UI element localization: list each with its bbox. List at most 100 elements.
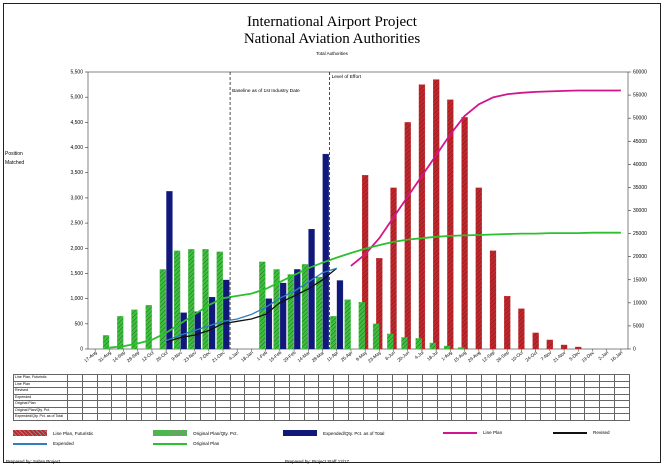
legend-item: Original Plan — [153, 441, 219, 446]
left-tick-label: 4,000 — [70, 145, 83, 151]
legend-item: Line Plan, Futuristic — [13, 430, 93, 436]
legend-swatch — [553, 431, 587, 434]
x-tick-label: 31-Aug — [97, 350, 112, 364]
legend-label: Expended — [53, 441, 74, 446]
x-tick-label: 29-Aug — [467, 350, 482, 364]
x-tick-label: 20-Jun — [396, 350, 410, 363]
legend-swatch — [13, 442, 47, 445]
bar-line-plan-futuristic — [433, 79, 440, 350]
bar-original-plan-qty-pct- — [429, 342, 437, 350]
bar-original-plan-qty-pct- — [173, 250, 181, 350]
x-tick-label: 5-Dec — [568, 349, 581, 361]
x-tick-label: 17-Aug — [83, 350, 98, 364]
table-row: Line Plan, Futuristic — [13, 374, 631, 382]
table-cell — [81, 413, 98, 421]
table-cell — [554, 413, 571, 421]
bar-original-plan-qty-pct- — [145, 305, 152, 350]
legend-item: Revised — [553, 430, 610, 435]
bar-expended-qty-pct-as-of-total — [308, 228, 315, 350]
bar-original-plan-qty-pct- — [358, 302, 365, 350]
bar-expended-qty-pct-as-of-total — [208, 296, 216, 350]
data-table: Line Plan, Futuristic Line Plan Revised Exp… — [13, 374, 631, 421]
bar-expended-qty-pct-as-of-total — [223, 279, 230, 350]
bar-original-plan-qty-pct- — [117, 316, 124, 350]
bar-line-plan-futuristic — [546, 339, 553, 350]
bar-line-plan-futuristic — [461, 117, 468, 350]
table-cell — [259, 413, 275, 421]
table-cell — [111, 413, 128, 421]
x-tick-label: 18-Jan — [240, 350, 254, 363]
chart-sub-subtitle: Total Authorities — [316, 51, 348, 56]
x-tick-label: 19-Dec — [581, 349, 596, 363]
table-cell — [421, 413, 438, 421]
table-cell — [613, 413, 631, 421]
table-cell — [525, 413, 541, 421]
bar-original-plan-qty-pct- — [372, 323, 380, 350]
bar-original-plan-qty-pct- — [344, 299, 351, 350]
chart-title: International Airport Project — [247, 14, 417, 30]
table-row: Expended/Qty. Pct. as of Total — [13, 413, 631, 421]
right-tick-label: 20000 — [633, 254, 647, 260]
table-cell — [495, 413, 512, 421]
bar-line-plan-futuristic — [489, 250, 497, 350]
bar-original-plan-qty-pct- — [443, 345, 451, 350]
bar-original-plan-qty-pct- — [102, 335, 110, 350]
x-tick-label: 29-Feb — [282, 350, 297, 363]
right-tick-label: 5000 — [633, 323, 644, 329]
x-tick-label: 23-Nov — [183, 349, 198, 363]
table-cell — [406, 413, 423, 421]
bar-original-plan-qty-pct- — [458, 347, 465, 350]
table-cell — [436, 413, 453, 421]
legend-label: Revised — [593, 430, 610, 435]
bar-line-plan-futuristic — [404, 122, 411, 350]
left-tick-label: 1,000 — [70, 296, 83, 302]
right-tick-label: 30000 — [633, 208, 647, 214]
left-tick-label: 2,000 — [70, 246, 83, 252]
table-cell — [229, 413, 246, 421]
right-tick-label: 15000 — [633, 277, 647, 283]
x-tick-label: 11-Apr — [326, 350, 340, 363]
legend-item: Original Plan/Qty. Pct. — [153, 430, 238, 436]
x-tick-label: 14-Mar — [297, 350, 312, 363]
x-tick-label: 16-Jan — [610, 350, 624, 363]
bar-original-plan-qty-pct- — [316, 276, 323, 350]
table-cell — [377, 413, 394, 421]
x-tick-label: 24-Oct — [524, 349, 538, 362]
table-cell — [126, 413, 142, 421]
left-tick-label: 1,500 — [70, 271, 83, 277]
bar-original-plan-qty-pct- — [273, 269, 280, 350]
legend-label: Original Plan/Qty. Pct. — [193, 430, 238, 436]
left-tick-label: 2,500 — [70, 221, 83, 227]
x-tick-label: 6-Jun — [384, 350, 396, 362]
table-cell — [96, 413, 113, 421]
footer-left: Prepared by: Sabre Project — [6, 459, 61, 464]
right-tick-label: 35000 — [633, 185, 647, 191]
x-tick-label: 12-Sep — [481, 350, 496, 364]
left-axis-label: Position Matched — [5, 150, 24, 168]
left-tick-label: 0 — [80, 347, 83, 353]
table-cell — [599, 413, 615, 421]
bar-line-plan-futuristic — [361, 175, 369, 350]
bar-expended-qty-pct-as-of-total — [294, 269, 301, 350]
bar-original-plan-qty-pct- — [159, 269, 167, 350]
legend-label: Line Plan, Futuristic — [53, 430, 94, 436]
x-tick-label: 12-Oct — [141, 349, 155, 362]
legend-swatch — [283, 430, 317, 436]
x-tick-label: 28-Sep — [126, 350, 141, 364]
right-tick-label: 60000 — [633, 70, 647, 76]
table-cell — [466, 413, 482, 421]
table-cell — [155, 413, 172, 421]
table-cell — [67, 413, 83, 421]
x-tick-label: 26-Sep — [495, 350, 510, 364]
bar-original-plan-qty-pct- — [387, 333, 394, 350]
bar-expended-qty-pct-as-of-total — [265, 298, 273, 350]
table-cell — [185, 413, 202, 421]
x-tick-label: 21-Nov — [552, 349, 567, 363]
right-tick-label: 10000 — [633, 300, 647, 306]
left-tick-label: 3,000 — [70, 195, 83, 201]
table-cell — [244, 413, 261, 421]
table-cell — [318, 413, 335, 421]
table-cell — [584, 413, 601, 421]
table-cell — [214, 413, 231, 421]
